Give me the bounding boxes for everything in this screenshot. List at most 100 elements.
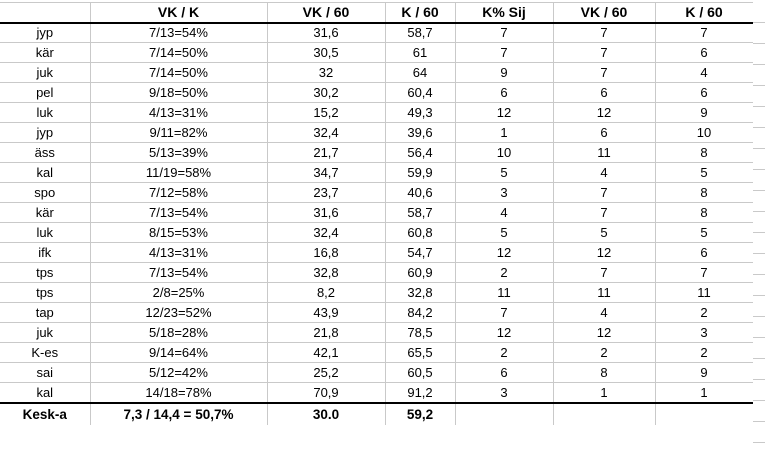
data-cell[interactable]: 16,8 xyxy=(267,242,386,263)
data-cell[interactable]: 9/14=64% xyxy=(90,342,268,363)
summary-data-cell[interactable]: 59,2 xyxy=(385,401,456,425)
data-cell[interactable]: 6 xyxy=(455,362,554,383)
data-cell[interactable]: 60,4 xyxy=(385,82,456,103)
data-cell[interactable]: 12 xyxy=(553,322,656,343)
data-cell[interactable]: 12 xyxy=(455,242,554,263)
data-cell[interactable]: 5 xyxy=(655,222,754,243)
data-cell[interactable]: 23,7 xyxy=(267,182,386,203)
data-cell[interactable]: 70,9 xyxy=(267,382,386,403)
row-label-cell[interactable]: luk xyxy=(0,102,91,123)
data-cell[interactable]: 11 xyxy=(553,142,656,163)
data-cell[interactable]: 54,7 xyxy=(385,242,456,263)
data-cell[interactable]: 15,2 xyxy=(267,102,386,123)
header-cell[interactable]: K / 60 xyxy=(655,2,754,24)
data-cell[interactable]: 32,4 xyxy=(267,122,386,143)
data-cell[interactable]: 7 xyxy=(455,42,554,63)
data-cell[interactable]: 14/18=78% xyxy=(90,382,268,403)
data-cell[interactable]: 6 xyxy=(655,82,754,103)
data-cell[interactable]: 5 xyxy=(455,162,554,183)
row-label-cell[interactable]: luk xyxy=(0,222,91,243)
data-cell[interactable]: 7 xyxy=(455,22,554,43)
row-label-cell[interactable]: äss xyxy=(0,142,91,163)
data-cell[interactable]: 12/23=52% xyxy=(90,302,268,323)
data-cell[interactable]: 59,9 xyxy=(385,162,456,183)
data-cell[interactable]: 2/8=25% xyxy=(90,282,268,303)
header-cell[interactable]: K / 60 xyxy=(385,2,456,24)
data-cell[interactable]: 4 xyxy=(455,202,554,223)
data-cell[interactable]: 65,5 xyxy=(385,342,456,363)
data-cell[interactable]: 4 xyxy=(655,62,754,83)
data-cell[interactable]: 6 xyxy=(655,42,754,63)
data-cell[interactable]: 9/11=82% xyxy=(90,122,268,143)
row-label-cell[interactable]: ifk xyxy=(0,242,91,263)
row-label-cell[interactable]: kal xyxy=(0,382,91,403)
data-cell[interactable]: 12 xyxy=(455,102,554,123)
data-cell[interactable]: 1 xyxy=(455,122,554,143)
data-cell[interactable]: 7 xyxy=(455,302,554,323)
data-cell[interactable]: 9 xyxy=(655,102,754,123)
row-label-cell[interactable]: kal xyxy=(0,162,91,183)
row-label-cell[interactable]: kär xyxy=(0,42,91,63)
data-cell[interactable]: 31,6 xyxy=(267,202,386,223)
row-label-cell[interactable]: tps xyxy=(0,262,91,283)
data-cell[interactable]: 40,6 xyxy=(385,182,456,203)
data-cell[interactable]: 7/12=58% xyxy=(90,182,268,203)
data-cell[interactable]: 4/13=31% xyxy=(90,102,268,123)
data-cell[interactable]: 2 xyxy=(553,342,656,363)
data-cell[interactable]: 11 xyxy=(553,282,656,303)
summary-data-cell[interactable]: 7,3 / 14,4 = 50,7% xyxy=(90,401,268,425)
data-cell[interactable]: 30,2 xyxy=(267,82,386,103)
data-cell[interactable]: 4 xyxy=(553,302,656,323)
summary-data-cell[interactable] xyxy=(455,401,554,425)
data-cell[interactable]: 7 xyxy=(553,262,656,283)
data-cell[interactable]: 2 xyxy=(455,342,554,363)
data-cell[interactable]: 8 xyxy=(655,182,754,203)
row-label-cell[interactable]: jyp xyxy=(0,22,91,43)
data-cell[interactable]: 2 xyxy=(455,262,554,283)
data-cell[interactable]: 5/13=39% xyxy=(90,142,268,163)
data-cell[interactable]: 6 xyxy=(553,122,656,143)
data-cell[interactable]: 60,5 xyxy=(385,362,456,383)
data-cell[interactable]: 56,4 xyxy=(385,142,456,163)
data-cell[interactable]: 8 xyxy=(655,202,754,223)
data-cell[interactable]: 4/13=31% xyxy=(90,242,268,263)
data-cell[interactable]: 32,8 xyxy=(267,262,386,283)
data-cell[interactable]: 10 xyxy=(455,142,554,163)
data-cell[interactable]: 7 xyxy=(553,22,656,43)
row-label-cell[interactable]: juk xyxy=(0,322,91,343)
data-cell[interactable]: 9 xyxy=(655,362,754,383)
data-cell[interactable]: 84,2 xyxy=(385,302,456,323)
data-cell[interactable]: 2 xyxy=(655,302,754,323)
data-cell[interactable]: 32,4 xyxy=(267,222,386,243)
data-cell[interactable]: 64 xyxy=(385,62,456,83)
row-label-cell[interactable]: tap xyxy=(0,302,91,323)
data-cell[interactable]: 7/13=54% xyxy=(90,22,268,43)
data-cell[interactable]: 25,2 xyxy=(267,362,386,383)
data-cell[interactable]: 3 xyxy=(455,382,554,403)
data-cell[interactable]: 42,1 xyxy=(267,342,386,363)
data-cell[interactable]: 60,8 xyxy=(385,222,456,243)
row-label-cell[interactable]: pel xyxy=(0,82,91,103)
data-cell[interactable]: 30,5 xyxy=(267,42,386,63)
row-label-cell[interactable]: sai xyxy=(0,362,91,383)
data-cell[interactable]: 6 xyxy=(455,82,554,103)
data-cell[interactable]: 9/18=50% xyxy=(90,82,268,103)
summary-label-cell[interactable]: Kesk-a xyxy=(0,401,91,425)
data-cell[interactable]: 8/15=53% xyxy=(90,222,268,243)
data-cell[interactable]: 7/13=54% xyxy=(90,262,268,283)
data-cell[interactable]: 6 xyxy=(553,82,656,103)
data-cell[interactable]: 7/14=50% xyxy=(90,62,268,83)
header-cell[interactable]: K% Sij xyxy=(455,2,554,24)
row-label-cell[interactable]: juk xyxy=(0,62,91,83)
data-cell[interactable]: 7 xyxy=(655,262,754,283)
row-label-cell[interactable]: K-es xyxy=(0,342,91,363)
row-label-cell[interactable]: kär xyxy=(0,202,91,223)
data-cell[interactable]: 7 xyxy=(655,22,754,43)
summary-data-cell[interactable] xyxy=(553,401,656,425)
data-cell[interactable]: 6 xyxy=(655,242,754,263)
data-cell[interactable]: 43,9 xyxy=(267,302,386,323)
data-cell[interactable]: 1 xyxy=(553,382,656,403)
data-cell[interactable]: 2 xyxy=(655,342,754,363)
header-cell[interactable]: VK / 60 xyxy=(267,2,386,24)
data-cell[interactable]: 7/13=54% xyxy=(90,202,268,223)
